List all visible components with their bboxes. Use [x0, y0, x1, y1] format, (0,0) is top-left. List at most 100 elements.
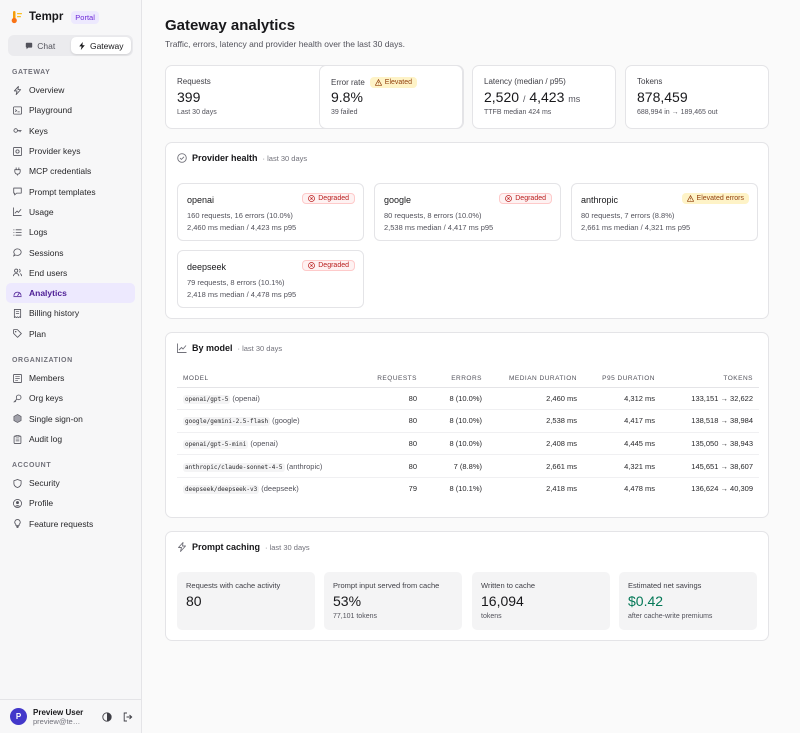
prompt-caching-card: Prompt caching · last 30 days Requests w… — [165, 531, 769, 641]
cache-tile-sub: tokens — [481, 613, 502, 620]
section-header: Prompt caching · last 30 days — [177, 542, 310, 552]
sidebar-item-org-keys[interactable]: Org keys — [6, 388, 135, 408]
page-subtitle: Traffic, errors, latency and provider he… — [165, 39, 406, 49]
shield-icon — [13, 478, 22, 488]
sidebar-item-label: Prompt templates — [29, 186, 96, 197]
badge-label: Degraded — [318, 195, 349, 202]
requests-cell: 80 — [357, 409, 423, 433]
gateway-section-title: GATEWAY — [12, 69, 51, 76]
members-icon — [13, 373, 22, 383]
user-name: Preview User — [33, 707, 84, 717]
tokens-value: 878,459 — [637, 89, 688, 105]
p95-cell: 4,312 ms — [583, 387, 661, 411]
sidebar-item-feature-requests[interactable]: Feature requests — [6, 514, 135, 534]
median-cell: 2,661 ms — [488, 454, 583, 478]
key-icon — [13, 126, 22, 135]
section-header: Provider health · last 30 days — [177, 153, 307, 163]
model-provider: (anthropic) — [286, 461, 323, 471]
theme-toggle-icon[interactable] — [101, 711, 112, 722]
latency-value: 2,520 / 4,423 ms — [484, 89, 580, 105]
cache-tile-sub: 77,101 tokens — [333, 613, 377, 620]
sidebar-item-sessions[interactable]: Sessions — [6, 242, 135, 262]
logout-icon[interactable] — [122, 711, 133, 722]
section-title: Prompt caching — [192, 542, 261, 552]
stat-sub: Last 30 days — [177, 109, 217, 116]
column-header-requests[interactable]: REQUESTS — [357, 370, 423, 388]
provider-name: deepseek — [187, 262, 227, 272]
cache-tile-requests: Requests with cache activity 80 — [177, 572, 315, 630]
sidebar-item-security[interactable]: Security — [6, 473, 135, 493]
sidebar-item-analytics[interactable]: Analytics — [6, 282, 135, 304]
sidebar-item-label: Sessions — [29, 247, 64, 258]
sidebar-item-members[interactable]: Members — [6, 368, 135, 388]
p95-cell: 4,417 ms — [583, 409, 661, 433]
tag-icon — [13, 329, 22, 338]
sidebar-item-plan[interactable]: Plan — [6, 324, 135, 344]
tokens-cell: 133,151 → 32,622 — [661, 387, 759, 411]
table-row[interactable]: openai/gpt-5 (openai) 80 8 (10.0%) 2,460 … — [177, 387, 759, 411]
provider-health-card: Provider health · last 30 days openai De… — [165, 142, 769, 319]
sidebar-item-prompt-templates[interactable]: Prompt templates — [6, 181, 135, 201]
requests-value: 399 — [177, 89, 201, 105]
provider-latency: 2,538 ms median / 4,417 ms p95 — [384, 223, 494, 232]
model-cell: openai/gpt-5-mini (openai) — [177, 432, 357, 456]
cache-tile-label: Estimated net savings — [628, 581, 702, 590]
terminal-icon — [13, 106, 22, 115]
provider-card-deepseek[interactable]: deepseek Degraded 79 requests, 8 errors … — [177, 250, 364, 308]
sidebar-item-audit-log[interactable]: Audit log — [6, 429, 135, 449]
degraded-badge: Degraded — [302, 260, 355, 271]
median-cell: 2,538 ms — [488, 409, 583, 433]
receipt-icon — [13, 308, 22, 318]
x-circle-icon — [505, 195, 513, 202]
user-menu[interactable]: P Preview User preview@tem... — [0, 699, 141, 733]
column-header-model[interactable]: MODEL — [177, 370, 357, 388]
chat-bubble-icon — [13, 248, 22, 257]
sidebar-item-usage[interactable]: Usage — [6, 202, 135, 222]
model-cell: anthropic/claude-sonnet-4-5 (anthropic) — [177, 454, 357, 478]
badge-label: Degraded — [318, 262, 349, 269]
sidebar-item-keys[interactable]: Keys — [6, 121, 135, 141]
column-header-p95-duration[interactable]: P95 DURATION — [583, 370, 661, 388]
sidebar-item-provider-keys[interactable]: Provider keys — [6, 141, 135, 161]
provider-requests: 80 requests, 8 errors (10.0%) — [384, 211, 482, 220]
model-provider: (openai) — [232, 393, 260, 403]
sidebar-item-mcp-credentials[interactable]: MCP credentials — [6, 161, 135, 181]
cache-tile-savings: Estimated net savings $0.42 after cache-… — [619, 572, 757, 630]
provider-requests: 80 requests, 7 errors (8.8%) — [581, 211, 675, 220]
sidebar-item-playground[interactable]: Playground — [6, 100, 135, 120]
sidebar-item-logs[interactable]: Logs — [6, 222, 135, 242]
tokens-stat-card: Tokens 878,459 688,994 in → 189,465 out — [625, 65, 769, 129]
sidebar-item-overview[interactable]: Overview — [6, 80, 135, 100]
brand[interactable]: Tempr Portal — [10, 9, 99, 25]
errors-cell: 7 (8.8%) — [423, 454, 488, 478]
cache-tile-value: $0.42 — [628, 593, 664, 609]
requests-cell: 80 — [357, 387, 423, 411]
table-row[interactable]: deepseek/deepseek-v3 (deepseek) 79 8 (10.… — [177, 477, 759, 500]
cache-tile-input-served: Prompt input served from cache 53% 77,10… — [324, 572, 462, 630]
requests-cell: 79 — [408, 484, 417, 494]
gateway-mode-button[interactable]: Gateway — [70, 37, 131, 54]
provider-latency: 2,418 ms median / 4,478 ms p95 — [187, 290, 297, 299]
chat-mode-button[interactable]: Chat — [10, 37, 71, 54]
provider-card-openai[interactable]: openai Degraded 160 requests, 16 errors … — [177, 183, 364, 241]
stat-sub: 39 failed — [331, 109, 358, 116]
table-row[interactable]: openai/gpt-5-mini (openai) 80 8 (10.0%) 2… — [177, 432, 759, 456]
provider-card-anthropic[interactable]: anthropic Elevated errors 80 requests, 7… — [571, 183, 758, 241]
errors-cell: 8 (10.0%) — [423, 432, 488, 456]
column-header-tokens[interactable]: TOKENS — [661, 370, 759, 388]
column-header-errors[interactable]: ERRORS — [423, 370, 488, 388]
lightning-icon — [13, 85, 22, 95]
sidebar-item-label: Members — [29, 373, 65, 384]
gauge-icon — [13, 289, 22, 298]
sidebar-item-billing-history[interactable]: Billing history — [6, 303, 135, 323]
sidebar-item-end-users[interactable]: End users — [6, 263, 135, 283]
provider-card-google[interactable]: google Degraded 80 requests, 8 errors (1… — [374, 183, 561, 241]
lightning-icon — [79, 41, 85, 50]
column-header-median-duration[interactable]: MEDIAN DURATION — [488, 370, 583, 388]
table-row[interactable]: anthropic/claude-sonnet-4-5 (anthropic) 8… — [177, 454, 759, 478]
provider-requests: 79 requests, 8 errors (10.1%) — [187, 278, 285, 287]
sidebar-item-label: Logs — [29, 227, 48, 238]
sidebar-item-single-sign-on[interactable]: Single sign-on — [6, 409, 135, 429]
sidebar-item-profile[interactable]: Profile — [6, 493, 135, 513]
table-row[interactable]: google/gemini-2.5-flash (google) 80 8 (10… — [177, 409, 759, 433]
